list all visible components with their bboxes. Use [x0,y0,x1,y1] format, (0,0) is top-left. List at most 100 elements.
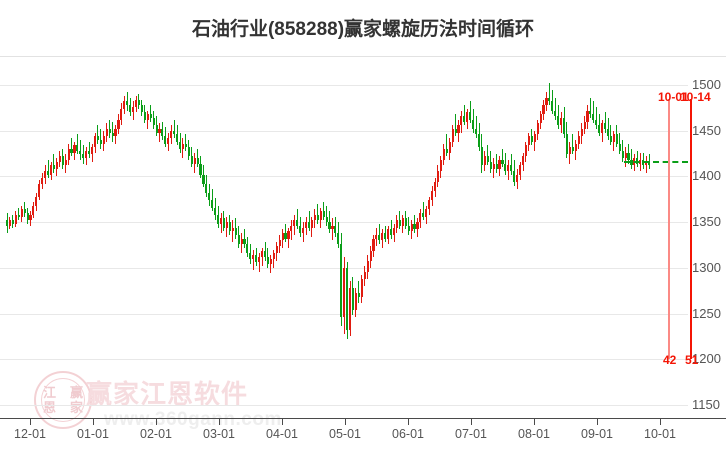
y-axis-tick-label: 1300 [692,259,721,275]
candle-body [378,234,381,241]
candle-body [29,214,32,221]
candle-body [158,128,161,133]
candle-wick [548,83,550,106]
x-axis-tick-label: 04-01 [266,427,298,441]
candle-body [44,170,47,179]
candle-body [375,234,378,239]
candle-body [416,222,419,230]
candle-body [137,99,141,106]
candle-body [155,125,158,133]
candle-body [26,213,29,221]
y-axis-tick-label: 1200 [692,351,721,367]
candle-body [618,143,621,151]
candle-body [41,178,44,184]
candle-body [319,211,322,221]
candle-wick [630,149,632,170]
x-axis-tick-label: 12-01 [14,427,46,441]
y-axis-tick-label: 1500 [692,77,721,92]
y-axis-tick-label: 1350 [692,214,721,230]
candle-wick [147,110,149,129]
candle-body [372,238,375,252]
candle-body [428,200,431,210]
candle-wick [475,116,477,139]
candle-body [407,225,410,232]
candle-body [337,233,340,245]
candle-body [93,136,97,148]
candle-body [302,227,305,234]
x-axis-tick-label: 07-01 [455,427,487,441]
candle-body [401,218,404,226]
candle-wick [258,253,260,272]
candle-body [498,159,501,170]
watermark-url: www.360gann.com [104,409,282,430]
candle-body [23,209,26,213]
x-axis-tick [534,418,535,425]
x-axis-tick-label: 10-01 [644,427,676,441]
candle-body [589,110,592,115]
candle-body [20,209,23,217]
candle-body [489,161,492,170]
candle-wick [510,154,512,175]
candle-body [299,225,302,234]
candle-body [143,112,146,120]
candle-body [513,170,516,182]
candle-body [146,114,149,120]
candle-wick [604,112,606,133]
candle-body [38,183,41,197]
candle-body [609,136,612,142]
candle-wick [150,105,152,122]
candle-body [181,143,184,149]
candle-body [648,161,651,166]
candle-body [140,105,143,113]
candle-body [164,136,167,144]
cycle-line-1001-bottom-label: 42 [663,353,677,368]
candle-body [574,143,577,151]
page-title: 石油行业(858288)赢家螺旋历法时间循环 [191,19,535,40]
x-axis-line [0,418,726,419]
candle-body [542,105,545,115]
candle-body [565,134,569,155]
candle-wick [185,134,187,151]
candle-body [243,238,246,245]
candle-body [193,158,196,164]
candle-wick [487,145,489,166]
candle-body [220,218,223,224]
candle-body [261,251,264,257]
candle-wick [358,280,360,303]
candle-wick [463,105,465,126]
x-axis-tick-label: 08-01 [518,427,550,441]
candle-body [351,287,355,310]
candle-body [252,255,255,259]
gridline [0,85,688,86]
candle-body [170,130,173,139]
gridline [0,130,688,132]
cycle-line-1014[interactable] [690,98,692,360]
candle-body [554,110,557,117]
x-axis-tick-label: 03-01 [203,427,235,441]
watermark-brand: 赢家江恩软件 [86,379,249,409]
cycle-line-1001[interactable] [668,98,670,360]
candle-wick [308,211,310,232]
candle-body [296,220,299,226]
candle-body [340,244,343,318]
candle-wick [18,207,20,221]
candle-body [486,156,489,162]
candle-body [325,216,328,223]
candle-body [199,163,202,175]
candle-body [123,101,126,109]
candle-body [70,149,73,153]
candle-body [240,238,243,245]
x-axis-tick [93,418,94,425]
candle-wick [589,97,591,118]
candle-body [196,158,199,164]
candle-wick [446,134,448,157]
candle-body [99,139,102,144]
candle-body [76,145,79,151]
support-level-line [624,160,688,163]
candle-wick [554,97,556,120]
candle-body [357,293,360,298]
candle-body [278,240,281,246]
candle-body [96,136,99,140]
candle-body [360,278,363,298]
candle-body [211,200,214,208]
